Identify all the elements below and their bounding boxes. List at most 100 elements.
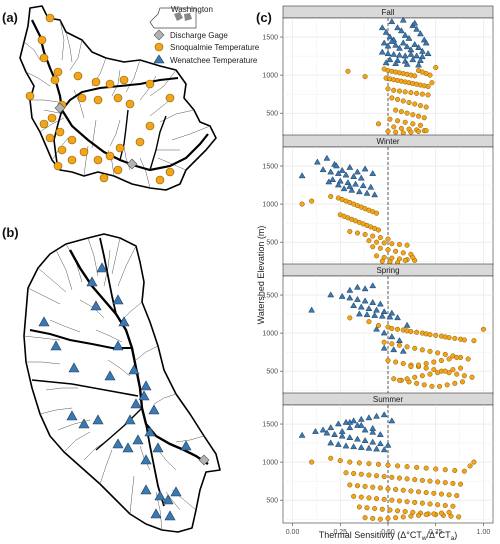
snoqualmie-point: [391, 87, 397, 93]
snoqualmie-point: [377, 516, 383, 522]
wenatchee-point: [386, 33, 394, 40]
wenatchee-point: [424, 50, 432, 57]
wenatchee-point: [390, 50, 398, 57]
wenatchee-point: [319, 426, 327, 433]
y-tick-label: 500: [266, 369, 278, 376]
snoqualmie-point: [423, 512, 429, 518]
snoqualmie-point: [373, 210, 380, 216]
snoqualmie-point: [408, 364, 414, 370]
snoqualmie-point: [442, 351, 448, 357]
snoqualmie-point: [433, 466, 439, 472]
snoqualmie-point: [347, 459, 353, 465]
wenatchee-site-22: [112, 438, 124, 449]
snoqualmie-point: [417, 102, 424, 109]
snoqualmie-point: [370, 244, 376, 250]
snoqualmie-point: [387, 507, 393, 513]
snoqualmie-site-28: [115, 143, 125, 153]
wenatchee-point: [327, 168, 335, 175]
snoqualmie-site-5: [50, 75, 60, 85]
y-tick-label: 1000: [262, 331, 278, 338]
wenatchee-point: [367, 183, 375, 190]
scatter-facets: Fall 500 1000 1500 Winter 500 1000 1500 Spring 50…: [262, 5, 494, 524]
snoqualmie-point: [389, 95, 395, 101]
snoqualmie-point: [461, 468, 467, 474]
wenatchee-point: [336, 177, 344, 184]
snoqualmie-point: [431, 359, 437, 365]
snoqualmie-site-6: [73, 71, 83, 81]
wenatchee-point: [380, 344, 388, 351]
snoqualmie-point: [450, 367, 456, 373]
y-tick-label: 500: [266, 111, 278, 118]
snoqualmie-site-26: [93, 155, 103, 165]
snoqualmie-point: [414, 380, 420, 386]
snoqualmie-point: [394, 463, 401, 469]
wenatchee-point: [357, 303, 365, 310]
wenatchee-point: [365, 305, 373, 311]
snoqualmie-point: [412, 374, 418, 380]
snoqualmie-point: [404, 476, 410, 482]
snoqualmie-site-7: [91, 77, 101, 87]
wenatchee-point: [333, 162, 340, 169]
wenatchee-point: [388, 417, 396, 424]
snoqualmie-site-34: [99, 173, 109, 183]
wenatchee-point: [378, 48, 386, 55]
snoqualmie-point: [385, 515, 391, 521]
snoqualmie-point: [423, 465, 429, 471]
wenatchee-point: [346, 182, 354, 189]
wenatchee-point: [378, 312, 386, 319]
wenatchee-point: [399, 347, 407, 354]
wenatchee-point: [361, 165, 369, 172]
snoqualmie-point: [393, 486, 399, 493]
wenatchee-site-1: [86, 276, 98, 287]
wenatchee-point: [373, 306, 380, 313]
wenatchee-point: [363, 189, 371, 196]
snoqualmie-gage-0: [54, 102, 66, 114]
snoqualmie-point: [389, 325, 395, 332]
snoqualmie-point: [435, 502, 441, 508]
snoqualmie-point: [347, 482, 353, 488]
snoqualmie-point: [423, 489, 429, 496]
wenatchee-point: [365, 444, 373, 451]
wenatchee-point: [348, 186, 356, 193]
snoqualmie-point: [454, 493, 460, 499]
wenatchee-point: [396, 51, 403, 58]
wenatchee-map: [23, 233, 221, 533]
snoqualmie-point: [366, 495, 372, 501]
snoqualmie-point: [396, 475, 403, 481]
wenatchee-point: [371, 311, 379, 318]
wenatchee-point: [369, 428, 377, 435]
x-tick-label: 0.00: [286, 529, 300, 536]
snoqualmie-site-4: [25, 91, 35, 101]
wenatchee-point: [352, 180, 359, 187]
snoqualmie-point: [404, 242, 410, 248]
snoqualmie-point: [393, 515, 399, 521]
snoqualmie-point: [414, 90, 420, 96]
wenatchee-site-27: [154, 490, 166, 501]
wenatchee-site-30: [164, 510, 176, 521]
wenatchee-point: [394, 24, 401, 31]
snoqualmie-point: [362, 515, 368, 521]
wenatchee-point: [371, 191, 379, 198]
wenatchee-point: [357, 415, 365, 422]
wenatchee-point: [342, 442, 350, 449]
wenatchee-point: [334, 169, 342, 176]
snoqualmie-site-19: [45, 133, 55, 143]
y-tick-label: 1000: [262, 202, 278, 209]
legend-label-snoqualmie: Snoqualmie Temperature: [170, 43, 260, 52]
snoqualmie-point: [381, 496, 387, 502]
wenatchee-point: [396, 337, 403, 343]
snoqualmie-point: [446, 509, 452, 515]
snoqualmie-point: [421, 382, 427, 388]
snoqualmie-site-14: [93, 95, 103, 105]
panel-label-a: (a): [2, 10, 18, 25]
snoqualmie-point: [299, 201, 305, 207]
facet-winter: Winter 500 1000 1500: [262, 134, 494, 266]
snoqualmie-point: [373, 253, 380, 259]
wenatchee-point: [357, 174, 365, 181]
snoqualmie-point: [356, 504, 362, 510]
snoqualmie-point: [370, 233, 376, 239]
snoqualmie-point: [394, 118, 401, 124]
wenatchee-point: [338, 166, 346, 173]
x-axis-title-mid: /Δ°CT: [427, 530, 452, 540]
snoqualmie-point: [427, 501, 433, 507]
